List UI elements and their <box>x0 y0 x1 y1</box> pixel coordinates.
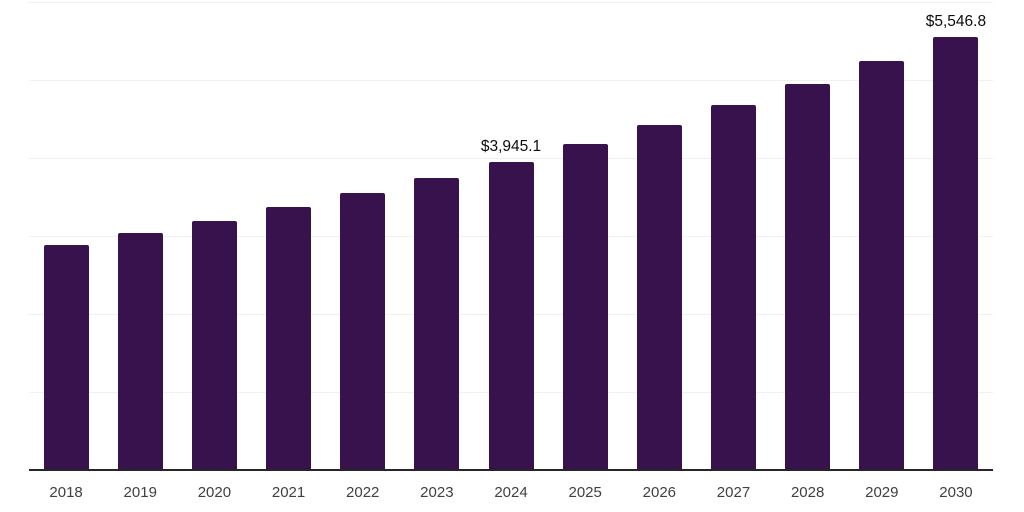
bar-2028[interactable] <box>785 83 831 470</box>
x-tick-label-2029: 2029 <box>865 484 899 501</box>
bar-slot-2020 <box>177 2 251 470</box>
bar-slot-2029 <box>845 2 919 470</box>
gridline-6000 <box>29 2 993 3</box>
bar-2020[interactable] <box>191 220 237 470</box>
x-tick-label-2030: 2030 <box>939 484 973 501</box>
bar-slot-2026 <box>622 2 696 470</box>
bar-slot-2027 <box>696 2 770 470</box>
bar-2029[interactable] <box>859 61 905 470</box>
data-label-2030: $5,546.8 <box>925 13 987 31</box>
bar-slot-2023 <box>400 2 474 470</box>
bar-slot-2022 <box>326 2 400 470</box>
bar-2019[interactable] <box>117 232 163 470</box>
bar-2030[interactable] <box>933 37 979 470</box>
bar-2023[interactable] <box>414 177 460 470</box>
bar-slot-2030 <box>919 2 993 470</box>
bar-2027[interactable] <box>710 105 756 470</box>
gridline-5000 <box>29 80 993 81</box>
x-tick-label-2028: 2028 <box>790 484 825 501</box>
x-axis-tick-labels: 2018 2019 2020 2021 2022 2023 2024 2025 2026 2027… <box>29 483 993 503</box>
x-tick-label-2023: 2023 <box>420 484 454 501</box>
x-tick-label-2022: 2022 <box>346 484 380 501</box>
plot-area: $3,945.1 $5,546.8 <box>29 2 993 470</box>
x-tick-label-2018: 2018 <box>49 484 83 501</box>
data-label-2024: $3,945.1 <box>480 138 542 156</box>
bar-slot-2019 <box>103 2 177 470</box>
bar-2022[interactable] <box>340 193 386 470</box>
bar-slot-2024 <box>474 2 548 470</box>
x-tick-label-2020: 2020 <box>197 484 232 501</box>
bar-slot-2028 <box>771 2 845 470</box>
x-tick-label-2021: 2021 <box>271 484 306 501</box>
x-tick-label-2024: 2024 <box>494 484 528 501</box>
bar-2018[interactable] <box>43 244 89 470</box>
x-tick-label-2019: 2019 <box>123 484 157 501</box>
x-tick-label-2027: 2027 <box>716 484 751 501</box>
bar-slot-2018 <box>29 2 103 470</box>
x-tick-label-2025: 2025 <box>568 484 602 501</box>
bar-2024[interactable] <box>488 162 534 470</box>
bar-2026[interactable] <box>636 125 682 470</box>
x-tick-label-2026: 2026 <box>642 484 677 501</box>
bar-slot-2025 <box>548 2 622 470</box>
gridline-4000 <box>29 158 993 160</box>
bar-2021[interactable] <box>266 206 312 470</box>
bars-row <box>29 2 993 470</box>
bar-slot-2021 <box>251 2 325 470</box>
x-axis-line <box>29 469 993 471</box>
bar-2025[interactable] <box>562 144 608 470</box>
